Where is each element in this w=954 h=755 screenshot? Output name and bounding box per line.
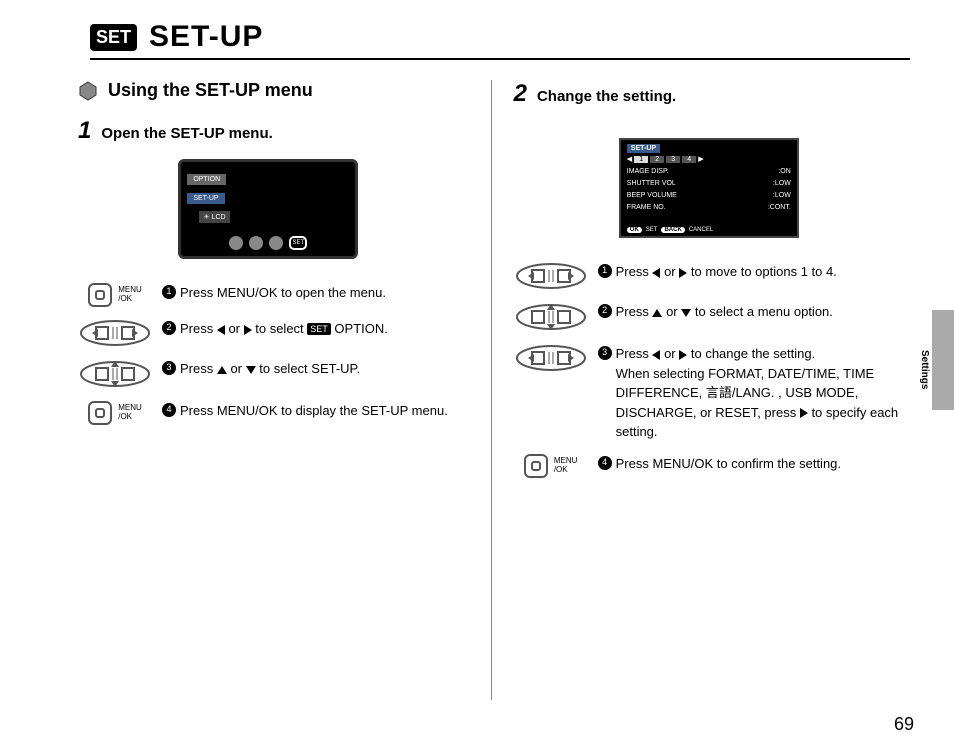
dpad-lr-icon xyxy=(514,262,588,290)
screen2-title: SET-UP xyxy=(627,144,660,153)
step1-item: 2 Press or to select SET OPTION. xyxy=(78,319,469,347)
menu-ok-icon: MENU/OK xyxy=(78,283,152,307)
step2-item-text: 3 Press or to change the setting. When s… xyxy=(598,344,914,442)
screen2-row: SHUTTER VOL:LOW xyxy=(627,178,791,190)
circled-number: 4 xyxy=(598,456,612,470)
right-column: 2 Change the setting. SET-UP ◀ 1 2 3 4 ▶… xyxy=(514,80,914,700)
right-arrow-icon xyxy=(800,408,808,418)
step1-item-text: 2 Press or to select SET OPTION. xyxy=(162,319,469,339)
step2-title: Change the setting. xyxy=(537,88,676,105)
up-arrow-icon xyxy=(652,309,662,317)
menu-ok-icon: MENU/OK xyxy=(514,454,588,478)
step2-item: MENU/OK 4 Press MENU/OK to confirm the s… xyxy=(514,454,914,478)
down-arrow-icon xyxy=(246,366,256,374)
down-arrow-icon xyxy=(681,309,691,317)
title-badge: SET xyxy=(90,24,137,51)
menu-button-icon xyxy=(88,401,112,425)
screen2-tab: 2 xyxy=(650,156,664,163)
page-number: 69 xyxy=(894,714,914,735)
step1-item: MENU/OK 4 Press MENU/OK to display the S… xyxy=(78,401,469,425)
step1-head: 1 Open the SET-UP menu. xyxy=(78,117,469,145)
dpad-ud-icon xyxy=(514,302,588,332)
hexagon-icon xyxy=(78,81,98,101)
title-row: SET SET-UP xyxy=(90,20,910,60)
step2-item-text: 2 Press or to select a menu option. xyxy=(598,302,914,322)
menu-button-icon xyxy=(524,454,548,478)
up-arrow-icon xyxy=(217,366,227,374)
section-title: Using the SET-UP menu xyxy=(108,80,313,101)
screen1: OPTION SET-UP ☀ LCD SET xyxy=(178,159,358,259)
left-arrow-icon xyxy=(217,325,225,335)
screen1-container: OPTION SET-UP ☀ LCD SET xyxy=(178,159,368,259)
step1-item-text: 1 Press MENU/OK to open the menu. xyxy=(162,283,469,303)
section-head: Using the SET-UP menu xyxy=(78,80,469,101)
step1-item: MENU/OK 1 Press MENU/OK to open the menu… xyxy=(78,283,469,307)
screen1-lcd-line: ☀ LCD xyxy=(199,211,229,223)
circled-number: 4 xyxy=(162,403,176,417)
screen1-setup-tab: SET-UP xyxy=(187,193,224,204)
dpad-lr-icon xyxy=(514,344,588,372)
screen2-tab: 1 xyxy=(634,156,648,163)
page: SET SET-UP Using the SET-UP menu 1 Open … xyxy=(0,0,954,755)
step2-item: 2 Press or to select a menu option. xyxy=(514,302,914,332)
circled-number: 3 xyxy=(598,346,612,360)
bottom-icon xyxy=(269,236,283,250)
menu-label: MENU/OK xyxy=(118,404,142,422)
circled-number: 2 xyxy=(162,321,176,335)
screen1-option-tab: OPTION xyxy=(187,174,226,185)
page-title: SET-UP xyxy=(149,20,263,54)
screen2-container: SET-UP ◀ 1 2 3 4 ▶ IMAGE DISP.:ON SHUTTE… xyxy=(619,138,809,238)
step1-item-text: 3 Press or to select SET-UP. xyxy=(162,359,469,379)
menu-button-icon xyxy=(88,283,112,307)
bottom-icon xyxy=(249,236,263,250)
circled-number: 1 xyxy=(598,264,612,278)
left-column: Using the SET-UP menu 1 Open the SET-UP … xyxy=(78,80,469,700)
dpad-ud-icon xyxy=(78,359,152,389)
back-pill: BACK xyxy=(661,227,684,233)
circled-number: 3 xyxy=(162,361,176,375)
step2-item: 1 Press or to move to options 1 to 4. xyxy=(514,262,914,290)
step2-item-text: 4 Press MENU/OK to confirm the setting. xyxy=(598,454,914,474)
screen2-bottom: OK SET BACK CANCEL xyxy=(627,227,791,233)
screen2-row: FRAME NO.:CONT. xyxy=(627,202,791,214)
screen2-row: IMAGE DISP.:ON xyxy=(627,166,791,178)
set-badge-inline: SET xyxy=(307,323,331,335)
side-tab-label: Settings xyxy=(919,350,930,389)
screen2-tabs: ◀ 1 2 3 4 ▶ xyxy=(627,155,791,163)
step2-item: 3 Press or to change the setting. When s… xyxy=(514,344,914,442)
menu-label: MENU/OK xyxy=(118,286,142,304)
dpad-lr-icon xyxy=(78,319,152,347)
screen2-tab: 4 xyxy=(682,156,696,163)
step1-number: 1 xyxy=(78,117,91,145)
ok-pill: OK xyxy=(627,227,642,233)
circled-number: 1 xyxy=(162,285,176,299)
bottom-set-icon: SET xyxy=(289,236,307,250)
step2-item-text: 1 Press or to move to options 1 to 4. xyxy=(598,262,914,282)
circled-number: 2 xyxy=(598,304,612,318)
screen1-bottom-icons: SET xyxy=(181,236,355,250)
step1-item-text: 4 Press MENU/OK to display the SET-UP me… xyxy=(162,401,469,421)
side-tab xyxy=(932,310,954,410)
step2-number: 2 xyxy=(514,80,527,108)
step1-title: Open the SET-UP menu. xyxy=(101,125,272,142)
column-divider xyxy=(491,80,492,700)
right-arrow-icon xyxy=(244,325,252,335)
screen2: SET-UP ◀ 1 2 3 4 ▶ IMAGE DISP.:ON SHUTTE… xyxy=(619,138,799,238)
menu-ok-icon: MENU/OK xyxy=(78,401,152,425)
step2-head: 2 Change the setting. xyxy=(514,80,914,108)
menu-label: MENU/OK xyxy=(554,457,578,475)
content-columns: Using the SET-UP menu 1 Open the SET-UP … xyxy=(78,80,914,700)
screen2-row: BEEP VOLUME:LOW xyxy=(627,190,791,202)
screen2-tab: 3 xyxy=(666,156,680,163)
step1-item: 3 Press or to select SET-UP. xyxy=(78,359,469,389)
bottom-icon xyxy=(229,236,243,250)
